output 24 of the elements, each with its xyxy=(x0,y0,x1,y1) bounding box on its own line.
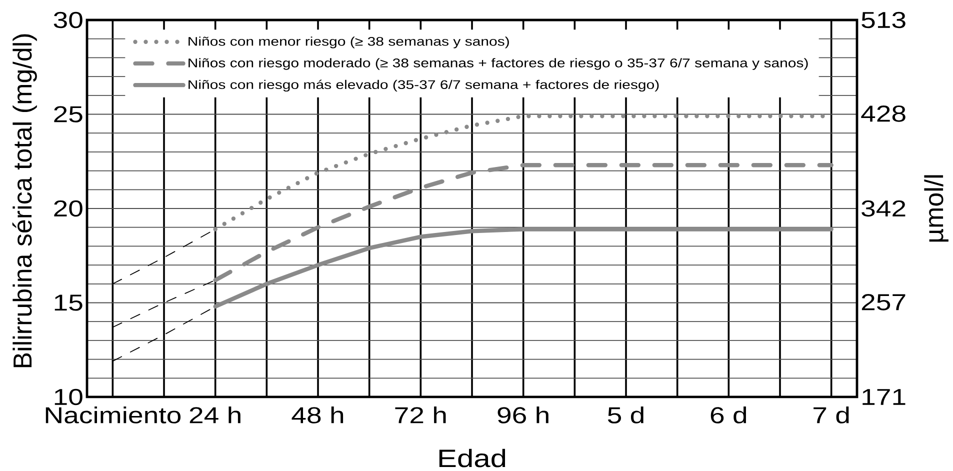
y2-tick-label: 171 xyxy=(862,389,906,405)
x-tick-label: 96 h xyxy=(498,406,548,424)
x-tick-label: 24 h xyxy=(190,406,240,424)
x-tick-label: 7 d xyxy=(814,406,849,424)
x-tick-label: 72 h xyxy=(395,406,446,424)
x-tick-label: 6 d xyxy=(710,406,746,424)
y-tick-label: 20 xyxy=(54,200,82,217)
y2-axis-title: µmol/l xyxy=(924,175,948,242)
y-tick-label: 30 xyxy=(54,12,82,28)
x-tick-label: 5 d xyxy=(608,406,644,424)
y2-tick-label: 428 xyxy=(861,106,906,122)
legend-label: Niños con riesgo moderado (≥ 38 semanas + factores de riesgo o 35-37 6/7 semana y sanos) xyxy=(188,58,808,70)
y-axis-title: Bilirrubina sérica total (mg/dl) xyxy=(12,34,37,368)
y-tick-label: 15 xyxy=(54,294,82,311)
x-axis-title: Edad xyxy=(439,448,506,468)
x-tick-label: 48 h xyxy=(292,406,344,424)
legend-label: Niños con menor riesgo (≥ 38 semanas y sanos) xyxy=(188,36,509,48)
y2-tick-label: 257 xyxy=(862,294,906,310)
y2-tick-label: 513 xyxy=(862,12,906,28)
y2-tick-label: 342 xyxy=(862,200,906,217)
x-tick-label: Nacimiento xyxy=(46,406,181,424)
y-tick-label: 25 xyxy=(54,106,82,122)
y-tick-label: 10 xyxy=(54,388,82,406)
legend-label: Niños con riesgo más elevado (35-37 6/7 semana + factores de riesgo) xyxy=(188,80,659,92)
